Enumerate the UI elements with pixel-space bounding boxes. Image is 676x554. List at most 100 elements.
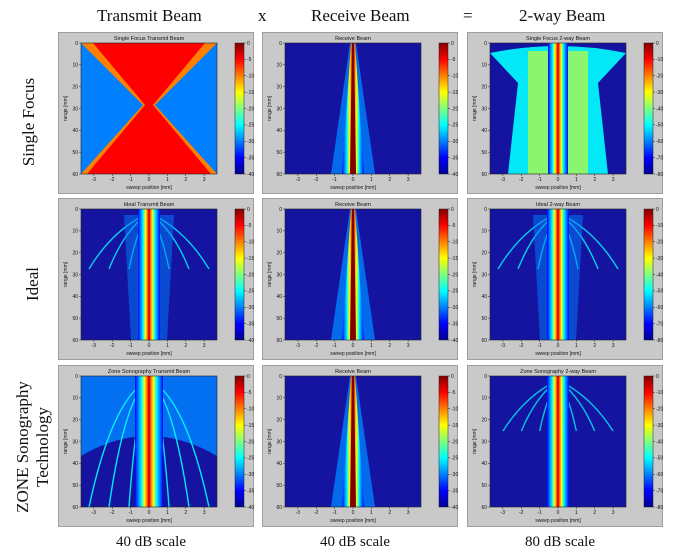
x-tick-label: 1 [370,510,373,516]
x-tick-label: 2 [388,510,391,516]
colorbar-tick-label: -20 [247,272,254,278]
x-tick-label: -3 [92,177,97,183]
colorbar-tick-label: 0 [656,374,659,380]
y-tick-label: 10 [481,229,487,235]
panel-zone-transmit: Zone Sonography Transmit Beam 0 10 20 30 40 50… [58,365,254,527]
header-multiply-operator: x [258,6,267,25]
x-tick-label: -2 [110,343,115,349]
beam-pattern [331,43,375,174]
x-tick-label: 0 [352,343,355,349]
y-tick-label: 30 [276,106,282,112]
y-tick-label: 20 [481,84,487,90]
colorbar-tick-label: -20 [451,272,458,278]
panel-single-focus-transmit: Single Focus Transmit Beam 0 10 20 30 40 50 60-… [58,32,254,194]
beam-pattern [331,209,375,340]
y-tick-label: 20 [481,250,487,256]
y-tick-label: 10 [72,229,78,235]
y-axis-label: range [mm] [267,428,273,454]
colorbar-tick-label: -70 [656,488,663,494]
x-axis-label: sweep position [mm] [126,351,172,357]
colorbar [438,375,449,508]
colorbar [438,42,449,175]
colorbar-tick-label: -40 [656,439,663,445]
panel-ideal-2way: Ideal 2-way Beam 0 10 20 30 40 50 60 -3 -2 -1 0 1 2 3 s… [467,198,663,360]
x-tick-label: -2 [519,510,524,516]
panel-title: Receive Beam [335,369,371,375]
panel-title: Ideal Transmit Beam [124,202,175,208]
y-tick-label: 20 [72,84,78,90]
colorbar-tick-label: -40 [656,272,663,278]
y-tick-label: 60 [481,172,487,178]
colorbar-tick-label: -50 [656,456,663,462]
x-tick-label: 2 [184,177,187,183]
beam-pattern [497,209,619,340]
colorbar-tick-label: -40 [451,172,458,178]
x-tick-label: -1 [537,510,542,516]
x-tick-label: -1 [332,343,337,349]
colorbar-tick-label: -30 [247,305,254,311]
colorbar-tick-label: -50 [656,289,663,295]
panel-title: Zone Sonography 2-way Beam [520,369,596,375]
colorbar-tick-label: -10 [247,240,254,246]
colorbar-tick-label: 0 [656,41,659,47]
x-tick-label: -1 [537,177,542,183]
panel-title: Zone Sonography Transmit Beam [108,369,191,375]
header-transmit-beam: Transmit Beam [97,6,202,25]
x-tick-label: 0 [557,343,560,349]
colorbar [234,208,245,341]
colorbar-tick-label: -15 [451,90,458,96]
y-tick-label: 0 [75,41,78,47]
y-tick-label: 10 [276,63,282,69]
y-tick-label: 10 [276,229,282,235]
y-axis-label: range [mm] [267,95,273,121]
y-axis-label: range [mm] [472,261,478,287]
colorbar [643,375,654,508]
x-tick-label: -1 [332,510,337,516]
x-tick-label: 3 [612,343,615,349]
colorbar-tick-label: -20 [656,240,663,246]
y-tick-label: 60 [276,172,282,178]
x-tick-label: 1 [166,510,169,516]
colorbar [643,208,654,341]
y-tick-label: 40 [276,128,282,134]
colorbar-tick-label: 0 [247,41,250,47]
header-equals-operator: = [463,6,473,25]
colorbar-tick-label: -30 [451,472,458,478]
colorbar-tick-label: 0 [451,41,454,47]
y-tick-label: 40 [481,128,487,134]
y-tick-label: 0 [484,41,487,47]
x-tick-label: 0 [557,177,560,183]
colorbar-tick-label: -15 [451,256,458,262]
panel-zone-2way: Zone Sonography 2-way Beam 0 10 20 30 40 50 60-… [467,365,663,527]
colorbar-tick-label: -10 [451,407,458,413]
beam-pattern [331,376,375,507]
x-tick-label: 3 [407,177,410,183]
x-tick-label: 0 [148,177,151,183]
x-tick-label: 1 [370,343,373,349]
footer-scale-2way: 80 dB scale [525,534,595,550]
panel-ideal-transmit: Ideal Transmit Beam 0 10 20 30 40 50 60 -3 -2 -1 0 1… [58,198,254,360]
y-tick-label: 60 [276,338,282,344]
x-tick-label: 3 [203,510,206,516]
colorbar-tick-label: -40 [247,338,254,344]
colorbar-tick-label: 0 [451,207,454,213]
y-tick-label: 0 [75,374,78,380]
y-tick-label: 30 [276,272,282,278]
x-tick-label: -3 [501,177,506,183]
footer-scale-transmit: 40 dB scale [116,534,186,550]
y-tick-label: 60 [481,338,487,344]
panel-ideal-receive: Receive Beam 0 10 20 30 40 50 60 -3 -2 -1 0 1 2 3 sweep… [262,198,458,360]
y-tick-label: 60 [276,505,282,511]
colorbar-tick-label: -25 [247,123,254,129]
x-tick-label: -3 [296,343,301,349]
x-tick-label: 2 [388,177,391,183]
x-tick-label: 2 [184,343,187,349]
colorbar-tick-label: -25 [451,123,458,129]
footer-scale-receive: 40 dB scale [320,534,390,550]
colorbar [438,208,449,341]
x-tick-label: -3 [296,177,301,183]
x-tick-label: 2 [184,510,187,516]
